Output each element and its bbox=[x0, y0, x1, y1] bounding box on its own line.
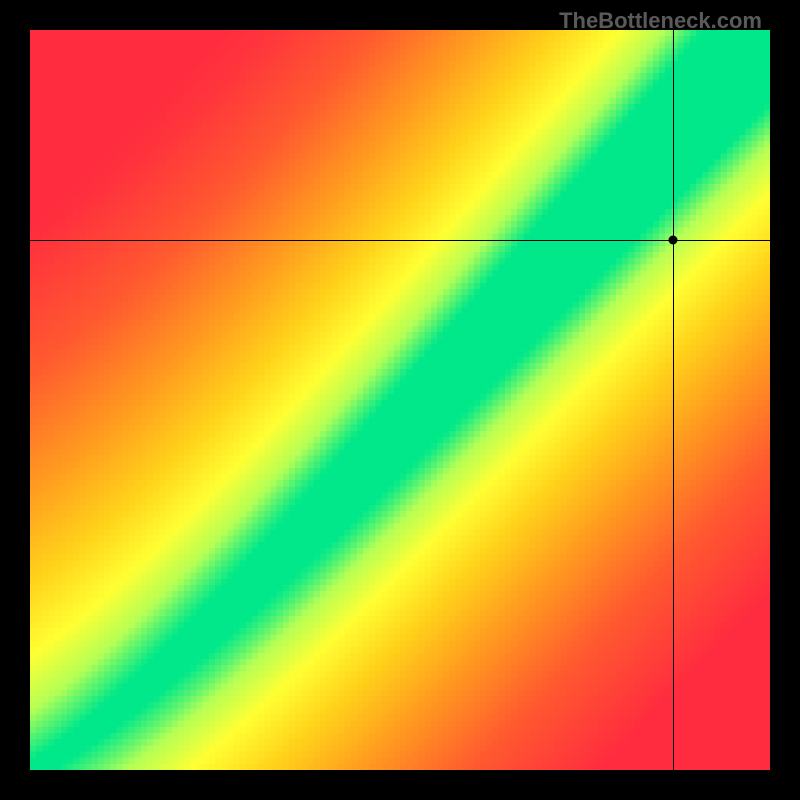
crosshair-vertical bbox=[673, 30, 674, 770]
heatmap-plot-area bbox=[30, 30, 770, 770]
crosshair-horizontal bbox=[30, 240, 770, 241]
heatmap-canvas bbox=[30, 30, 770, 770]
watermark-text: TheBottleneck.com bbox=[559, 8, 762, 34]
crosshair-marker bbox=[669, 236, 678, 245]
